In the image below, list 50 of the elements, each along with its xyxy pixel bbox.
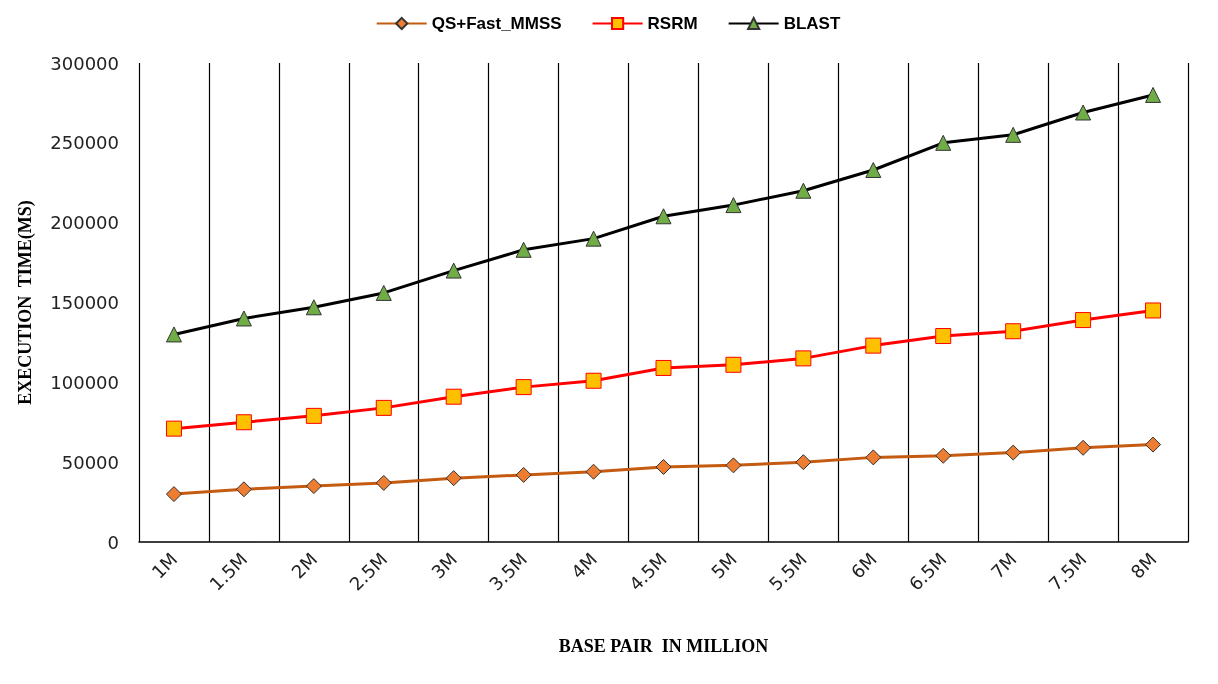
point bbox=[445, 388, 462, 405]
point bbox=[305, 407, 322, 424]
point bbox=[1005, 323, 1022, 340]
point bbox=[445, 470, 462, 487]
point bbox=[165, 486, 182, 503]
y-tick-label: 250000 bbox=[50, 132, 119, 154]
y-tick-label: 0 bbox=[107, 531, 119, 553]
point bbox=[515, 379, 532, 396]
point bbox=[655, 458, 672, 475]
point bbox=[795, 350, 812, 367]
point bbox=[235, 481, 252, 498]
point bbox=[1005, 444, 1022, 461]
point bbox=[585, 463, 602, 480]
legend-label: BLAST bbox=[783, 14, 841, 33]
point bbox=[1075, 439, 1092, 456]
x-tick-label: 8M bbox=[1126, 548, 1161, 583]
point bbox=[725, 457, 742, 474]
x-tick-label: 6M bbox=[846, 548, 881, 583]
point bbox=[865, 337, 882, 354]
point bbox=[165, 420, 182, 437]
x-tick-label: 4M bbox=[567, 548, 601, 583]
y-tick-label: 100000 bbox=[50, 371, 119, 393]
point bbox=[935, 328, 952, 345]
point bbox=[375, 399, 392, 416]
legend-label: QS+Fast_MMSS bbox=[431, 14, 562, 33]
y-tick-label: 50000 bbox=[61, 451, 119, 473]
point bbox=[515, 466, 532, 483]
y-axis-title: EXECUTION TIME(MS) bbox=[15, 200, 36, 405]
point bbox=[935, 447, 952, 464]
x-axis-title: BASE PAIR IN MILLION bbox=[558, 636, 769, 656]
x-tick-label: 7M bbox=[986, 548, 1021, 583]
point bbox=[795, 454, 812, 471]
point bbox=[1145, 302, 1162, 319]
point bbox=[865, 449, 882, 466]
legend-label: RSRM bbox=[647, 14, 698, 33]
point bbox=[585, 372, 602, 389]
point bbox=[655, 359, 672, 376]
y-tick-label: 300000 bbox=[50, 52, 119, 74]
x-tick-label: 5M bbox=[706, 548, 741, 583]
x-tick-label: 1M bbox=[147, 548, 182, 583]
x-tick-label: 3M bbox=[427, 548, 462, 583]
point bbox=[305, 478, 322, 495]
y-tick-label: 150000 bbox=[50, 292, 119, 313]
point bbox=[1075, 312, 1092, 329]
point bbox=[725, 356, 742, 373]
x-tick-label: 2M bbox=[287, 548, 322, 583]
point bbox=[375, 474, 392, 491]
y-tick-label: 200000 bbox=[50, 212, 119, 234]
point bbox=[235, 414, 252, 431]
point bbox=[1145, 436, 1162, 453]
